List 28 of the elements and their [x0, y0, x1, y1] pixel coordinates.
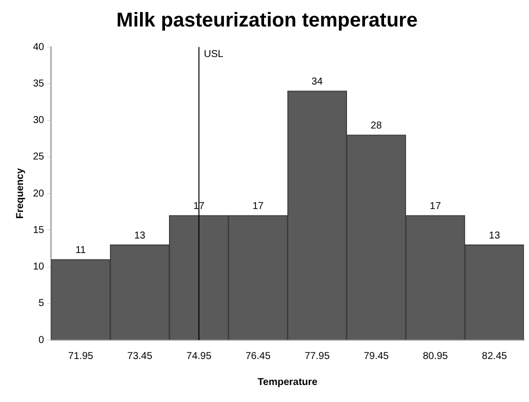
data-label: 34 [312, 76, 324, 88]
y-tick-label: 10 [33, 262, 45, 272]
x-tick-label: 77.95 [304, 350, 330, 362]
y-tick-label: 30 [33, 115, 45, 126]
chart-title: Milk pasteurization temperature [116, 10, 418, 32]
data-label: 11 [75, 245, 86, 256]
y-tick-label: 20 [33, 188, 45, 200]
x-tick-label: 80.95 [422, 350, 448, 362]
data-label: 13 [134, 230, 146, 242]
y-axis-title: Frequency [14, 168, 26, 219]
x-tick-label: 76.45 [245, 350, 271, 362]
x-axis-title: Temperature [258, 376, 318, 388]
y-tick-label: 40 [33, 42, 45, 53]
y-tick-label: 0 [38, 334, 45, 346]
data-label: 13 [488, 230, 500, 242]
y-tick-label: 25 [33, 152, 45, 163]
x-tick-label: 74.95 [186, 350, 212, 362]
y-tick-label: 15 [33, 224, 45, 236]
x-tick-label: 71.95 [68, 350, 94, 362]
data-label: 28 [370, 120, 382, 132]
data-label: 17 [430, 201, 442, 212]
x-tick-label: 73.45 [127, 350, 153, 362]
ref-line-label: USL [204, 48, 224, 60]
data-label: 17 [252, 201, 264, 212]
x-tick-label: 82.45 [482, 350, 508, 362]
y-tick-label: 5 [38, 298, 45, 310]
y-tick-label: 35 [33, 78, 45, 90]
x-tick-label: 79.45 [364, 350, 390, 362]
